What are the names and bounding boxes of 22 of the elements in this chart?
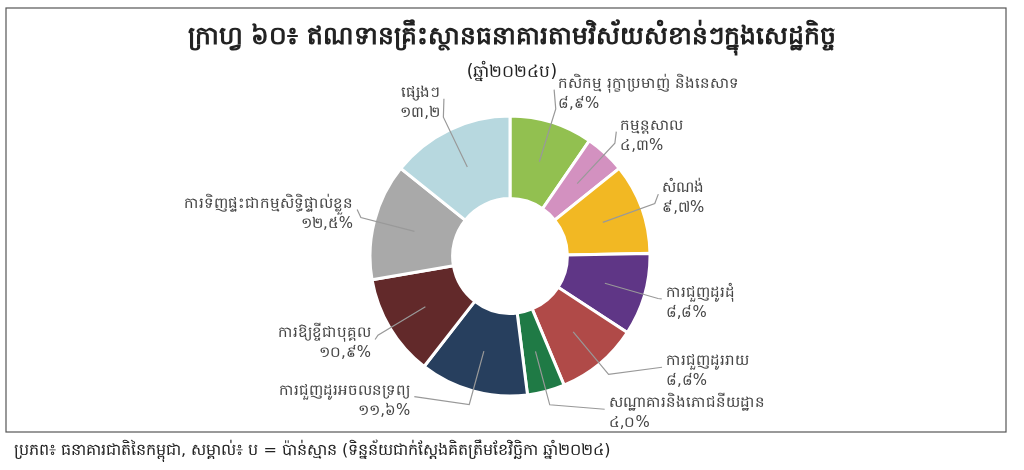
data-label: ៤,០% [608, 413, 650, 432]
chart-title: ក្រាហ្វ ៦០៖ ឥណទានគ្រឹះស្ថានធនាគារតាមវិស័យសំខាន់ៗក្នុងសេដ្ឋកិច្ច [187, 19, 837, 56]
text: ប្រភព៖ ធនាគារជាតិនៃកម្ពុជា, សម្គាល់៖ ប = ប៉ាន់ស្មាន (ទិន្នន័យជាក់ស្តែងគិតត្រឹមខែវិច្ឆិកា ឆ្នាំ២០២៤) [14, 439, 611, 463]
data-label: ៨,៨% [665, 302, 707, 321]
slice-label: ការជួញដូរដុំ [665, 281, 735, 302]
slice-label: កម្មន្តសាល [620, 115, 684, 134]
data-label: ៨,៩% [558, 93, 600, 112]
data-label: ១១,៦% [358, 400, 411, 419]
data-label: ៨,៨% [666, 371, 708, 390]
slice-label: ការឱ្យខ្ចីជាបុគ្គល [278, 322, 372, 343]
slice-label: ការទិញផ្ទះជាកម្មសិទ្ធិផ្ទាល់ខ្លួន [184, 192, 354, 215]
slice-label: កសិកម្ម រុក្ខាប្រមាញ់ និងនេសាទ [558, 72, 739, 93]
chart-subtitle: (ឆ្នាំ២០២៤ប) [466, 60, 558, 82]
data-label: ៤,៣% [620, 135, 664, 154]
slice-label: សំណង់ [662, 177, 705, 197]
data-label: ៩,៧% [662, 198, 705, 217]
slice-label: ផ្សេងៗ [400, 82, 440, 101]
slice-label: ការជួញដូរអចលនទ្រព្យ [279, 380, 411, 400]
data-label: ១០,៩% [319, 343, 372, 362]
slice-label: ការជួញដូររាយ [666, 351, 750, 371]
data-label: ១៣,២ [400, 102, 440, 121]
slice-label: សណ្ឋាគារនិងភោជនីយដ្ឋាន [608, 392, 765, 412]
